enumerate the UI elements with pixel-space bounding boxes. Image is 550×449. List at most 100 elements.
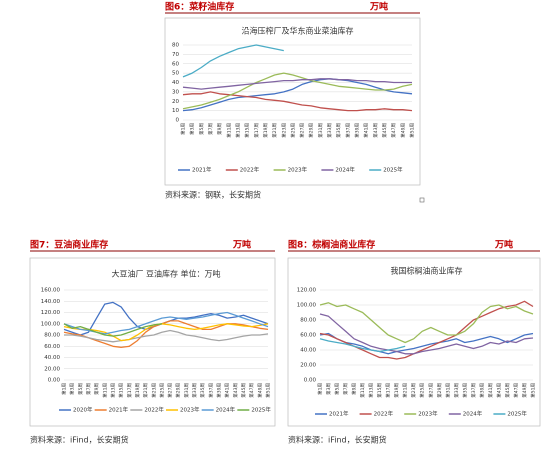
y-tick-label: 60.00 (300, 333, 316, 339)
x-tick-label: 第21周 (142, 383, 149, 398)
y-tick-label: 20.00 (300, 363, 316, 369)
x-tick-label: 第47周 (390, 123, 397, 138)
x-tick-label: 第27周 (167, 383, 174, 398)
x-tick-label: 第9周 (351, 383, 358, 395)
x-tick-label: 第15周 (118, 383, 125, 398)
series-line (182, 72, 413, 110)
x-tick-label: 第5周 (77, 383, 84, 395)
x-tick-label: 第33周 (326, 123, 333, 138)
x-tick-label: 第19周 (393, 383, 400, 398)
series-line (182, 44, 284, 78)
x-tick-label: 第43周 (495, 383, 502, 398)
x-tick-label: 第17周 (253, 123, 260, 138)
x-tick-label: 第49周 (399, 123, 406, 138)
x-tick-label: 第39周 (354, 123, 361, 138)
x-tick-label: 第7周 (342, 383, 349, 395)
x-tick-label: 第45周 (504, 383, 511, 398)
x-tick-label: 第7周 (207, 123, 214, 135)
chart-frame (164, 17, 421, 186)
legend-label: 2024年 (216, 406, 236, 414)
legend-label: 2025年 (251, 406, 271, 414)
x-tick-label: 第43周 (372, 123, 379, 138)
series-line (319, 338, 406, 353)
x-tick-label: 第25周 (158, 383, 165, 398)
series-line (319, 302, 534, 344)
series-line (64, 329, 269, 343)
y-tick-label: 160.00 (41, 288, 61, 294)
y-tick-label: 0 (176, 118, 180, 124)
x-tick-label: 第43周 (232, 383, 239, 398)
series-line (182, 78, 413, 112)
y-tick-label: 10 (172, 108, 179, 114)
x-tick-label: 第37周 (207, 383, 214, 398)
x-tick-label: 第21周 (402, 383, 409, 398)
legend-label: 2022年 (144, 406, 164, 414)
x-tick-label: 第15周 (244, 123, 251, 138)
caption: 图6：菜籽油库存 (165, 1, 234, 13)
legend-label: 2023年 (288, 166, 308, 174)
x-tick-label: 第47周 (248, 383, 255, 398)
x-tick-label: 第13周 (234, 123, 241, 138)
x-tick-label: 第9周 (216, 123, 223, 135)
x-tick-label: 第33周 (453, 383, 460, 398)
x-tick-label: 第1周 (317, 383, 324, 395)
y-tick-label: 20.00 (44, 366, 60, 372)
x-tick-label: 第29周 (436, 383, 443, 398)
y-tick-label: 20 (172, 99, 179, 105)
caption: 图7：豆油商业库存 (30, 239, 108, 251)
legend-label: 2024年 (335, 166, 355, 174)
x-tick-label: 第35周 (335, 123, 342, 138)
y-tick-label: 50 (172, 71, 179, 77)
legend-label: 2023年 (418, 410, 438, 418)
x-tick-label: 第47周 (512, 383, 519, 398)
x-tick-label: 第51周 (265, 383, 272, 398)
series-line (63, 323, 269, 342)
x-tick-label: 第29周 (308, 123, 315, 138)
source: 资料来源：iFind，长安期货 (30, 435, 129, 445)
y-tick-label: 120.00 (297, 288, 317, 294)
x-tick-label: 第37周 (470, 383, 477, 398)
legend-label: 2025年 (507, 410, 527, 418)
legend-label: 2025年 (383, 166, 403, 174)
x-tick-label: 第35周 (461, 383, 468, 398)
y-tick-label: 120.00 (41, 310, 61, 316)
x-tick-label: 第51周 (409, 123, 416, 138)
series-line (63, 323, 162, 337)
legend-label: 2021年 (192, 166, 212, 174)
series-line (63, 320, 269, 349)
caption: 图8：棕榈油商业库存 (288, 239, 375, 251)
x-tick-label: 第23周 (410, 383, 417, 398)
chart-frame (29, 257, 276, 427)
y-tick-label: 60.00 (44, 344, 60, 350)
source: 资料来源：iFind，长安期货 (288, 435, 387, 445)
x-tick-label: 第45周 (381, 123, 388, 138)
series-line (319, 332, 534, 355)
series-line (319, 313, 534, 355)
y-tick-label: 80 (172, 43, 179, 49)
chart-title: 沿海压榨厂及华东商业菜油库存 (242, 26, 354, 36)
x-tick-label: 第37周 (344, 123, 351, 138)
x-tick-label: 第41周 (363, 123, 370, 138)
legend-label: 2021年 (109, 406, 129, 414)
x-tick-label: 第17周 (126, 383, 133, 398)
unit: 万吨 (369, 1, 388, 13)
y-tick-label: 100.00 (297, 303, 317, 309)
y-tick-label: 40.00 (300, 348, 316, 354)
x-tick-label: 第31周 (317, 123, 324, 138)
chart-frame (287, 257, 541, 427)
x-tick-label: 第3周 (325, 383, 332, 395)
series-line (182, 78, 412, 90)
x-tick-label: 第11周 (101, 383, 108, 398)
x-tick-label: 第51周 (530, 383, 537, 398)
x-tick-label: 第1周 (61, 383, 68, 395)
x-tick-label: 第13周 (368, 383, 375, 398)
x-tick-label: 第31周 (183, 383, 190, 398)
x-tick-label: 第33周 (191, 383, 198, 398)
marker (419, 197, 425, 203)
y-tick-label: 80.00 (44, 333, 60, 339)
x-tick-label: 第49周 (256, 383, 263, 398)
x-tick-label: 第45周 (240, 383, 247, 398)
x-tick-label: 第5周 (334, 383, 341, 395)
unit: 万吨 (494, 239, 513, 251)
y-tick-label: 100.00 (41, 321, 61, 327)
